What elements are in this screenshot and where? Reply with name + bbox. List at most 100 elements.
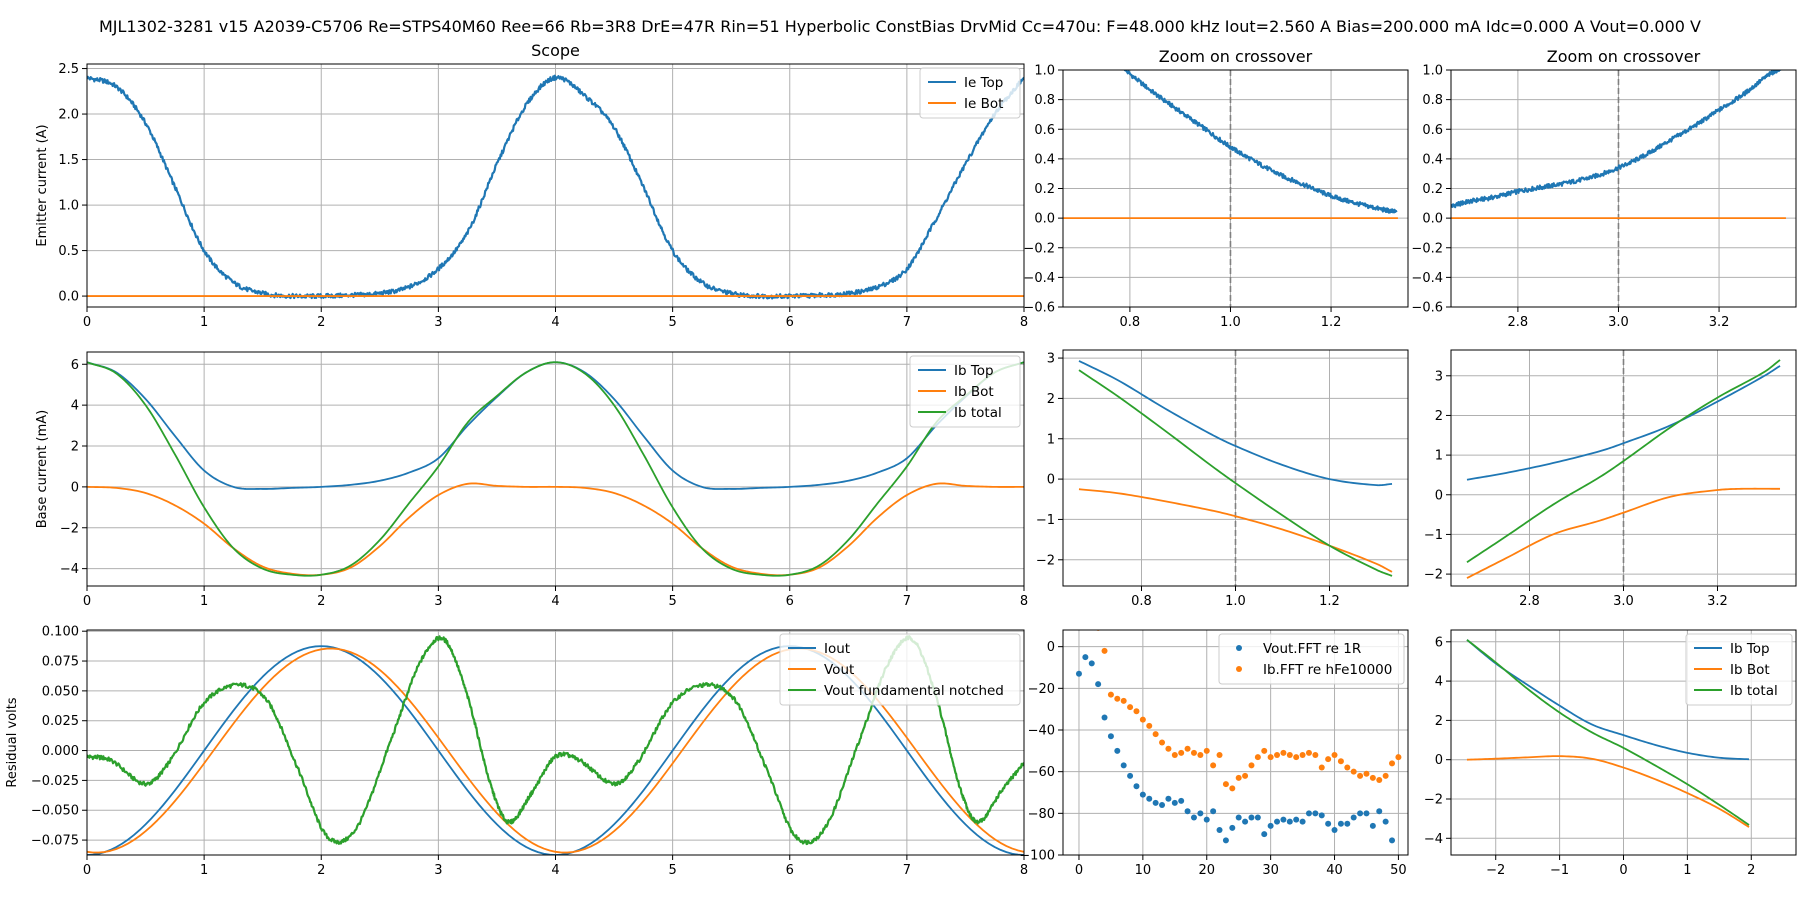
x-tick-label: 2 [317,315,325,330]
x-tick-label: 1 [200,594,208,609]
data-point [1318,764,1325,771]
y-tick-label: 1.5 [58,153,79,168]
x-tick-label: −2 [1486,863,1505,878]
x-tick-label: 30 [1262,863,1279,878]
subplot-fft: 0 10 20 30 40 50 −100 −80 −60 −40 −20 0 Vout.FFT re … [1019,629,1409,878]
data-point [1152,799,1159,806]
y-tick-label: 0.025 [42,714,79,729]
data-point [1369,774,1376,781]
data-point [1171,799,1178,806]
plot-area [1063,70,1398,220]
y-tick-label: −40 [1028,724,1055,739]
y-tick-label: 0.2 [1034,182,1055,197]
y-tick-label: 0.4 [1422,152,1443,167]
data-point [1107,691,1114,698]
data-point [1114,695,1121,702]
plot-area [1451,70,1786,220]
data-point [1254,814,1261,821]
y-tick-label: 1 [1435,449,1443,464]
data-point [1267,754,1274,761]
subplot-title: Zoom on crossover [1547,47,1701,66]
series-ib-bot [87,482,1024,577]
data-point [1133,783,1140,790]
x-tick-label: 40 [1326,863,1343,878]
data-point [1331,752,1338,758]
legend-box [909,355,1021,428]
y-tick-label: 2 [1435,409,1443,424]
data-point [1318,812,1325,819]
y-tick-label: −0.050 [31,804,79,819]
legend: Vout.FFT re 1R Ib.FFT re hFe10000 [1218,633,1405,685]
y-tick-label: 1.0 [1422,64,1443,79]
y-tick-label: −0.6 [1023,301,1055,316]
y-axis-label: Emitter current (A) [35,124,50,246]
y-tick-label: 4 [71,399,79,414]
data-point [1299,752,1306,758]
y-tick-label: 0.050 [42,684,79,699]
y-axis-label: Residual volts [5,697,20,787]
y-tick-label: −4 [1424,832,1443,847]
data-point [1178,797,1185,804]
data-point [1242,818,1249,825]
data-point [1376,777,1383,783]
y-tick-label: 1 [1047,432,1055,447]
legend-label: Ib Top [954,363,994,379]
y-tick-label: 0.0 [1422,212,1443,227]
y-tick-label: 0.2 [1422,182,1443,197]
data-point [1376,808,1383,815]
x-tick-label: −1 [1550,863,1569,878]
x-tick-label: 7 [903,863,911,878]
x-tick-label: 8 [1020,594,1028,609]
x-tick-label: 7 [903,594,911,609]
data-point [1159,739,1166,746]
x-tick-label: 8 [1020,863,1028,878]
subplot-zoom_base_2: 2.8 3.0 3.2 −2 −1 0 1 2 3 [1424,349,1797,609]
x-tick-label: 3 [434,863,442,878]
plot-area [87,74,1024,300]
x-tick-label: 4 [551,594,559,609]
x-tick-label: 1.2 [1319,594,1340,609]
y-tick-label: −80 [1028,807,1055,822]
data-point [1101,647,1108,654]
data-point [1235,814,1242,821]
y-tick-label: 0 [1435,753,1443,768]
legend-label: Ib total [1730,683,1778,699]
data-point [1382,818,1389,825]
y-tick-label: 0 [1047,473,1055,488]
data-point [1344,820,1351,827]
data-point [1305,810,1312,817]
data-point [1101,714,1108,721]
x-tick-label: 10 [1135,863,1152,878]
y-tick-label: −0.2 [1411,241,1443,256]
series-ib-top [1466,365,1781,481]
x-tick-label: 1.0 [1225,594,1246,609]
x-tick-label: 0 [1075,863,1083,878]
y-tick-label: 0.6 [1422,123,1443,138]
y-tick-label: −0.6 [1411,301,1443,316]
y-tick-label: −60 [1028,765,1055,780]
series-ib-bot [1466,755,1750,828]
x-tick-label: 2 [1747,863,1755,878]
data-point [1344,764,1351,771]
legend-box [1218,633,1405,685]
y-tick-label: −20 [1028,682,1055,697]
subplot-ib_vs_iout: −2 −1 0 1 2 −4 −2 0 2 4 6 Ib Top Ib Bot Ib total [1424,629,1797,878]
subplot-scope_emitter: 0 1 2 3 4 5 6 7 8 0.0 0.5 1.0 1.5 2.0 2.5 Scope Emitter … [35,41,1028,330]
y-tick-label: 0.100 [42,625,79,640]
data-point [1395,754,1402,761]
data-point [1127,772,1134,779]
data-point [1363,770,1370,777]
y-tick-label: 0.8 [1034,93,1055,108]
legend-box [779,633,1021,706]
data-point [1171,752,1178,758]
subplot-zoom_emitter_2: 2.8 3.0 3.2 −0.6 −0.4 −0.2 0.0 0.2 0.4 0.6 0.8 1.0 Z… [1411,47,1797,330]
x-tick-label: 20 [1198,863,1215,878]
x-tick-label: 0 [83,315,91,330]
data-point [1197,752,1204,758]
legend-box [919,67,1021,119]
data-point [1350,768,1357,775]
y-tick-label: 1.0 [58,199,79,214]
data-point [1261,747,1268,754]
